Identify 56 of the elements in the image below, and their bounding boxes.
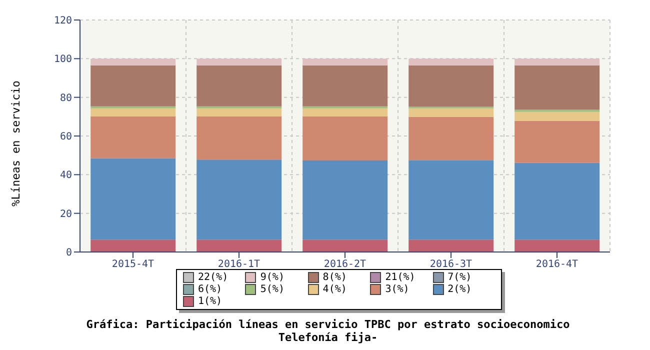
x-tick-label: 2016-2T <box>324 259 366 270</box>
y-tick-label: 20 <box>60 208 72 220</box>
y-axis-title: %Líneas en servicio <box>10 80 22 206</box>
bar <box>408 58 494 66</box>
bar <box>514 162 600 240</box>
bar <box>302 116 388 161</box>
bar <box>514 65 600 110</box>
legend-label: 5(%) <box>260 284 284 295</box>
y-tick-label: 100 <box>54 54 72 66</box>
bar <box>302 58 388 66</box>
bar <box>302 240 388 252</box>
bar <box>90 108 176 116</box>
bar <box>196 58 282 66</box>
bar <box>90 65 176 106</box>
bar <box>408 65 494 107</box>
y-tick-label: 60 <box>60 132 72 143</box>
legend-label: 7(%) <box>448 272 472 283</box>
legend-label: 8(%) <box>322 272 347 283</box>
legend-label: 4(%) <box>322 284 347 295</box>
bar <box>196 65 282 106</box>
legend-label: 9(%) <box>260 272 284 283</box>
x-tick-label: 2016-4T <box>536 259 578 270</box>
bar <box>408 160 494 240</box>
bar <box>514 120 600 163</box>
bar <box>408 240 494 252</box>
legend-label: 21(%) <box>385 272 416 283</box>
legend-label: 6(%) <box>198 284 222 295</box>
x-tick-label: 2016-1T <box>218 259 260 270</box>
bar <box>196 116 282 160</box>
bar <box>196 108 282 116</box>
legend-label: 2(%) <box>448 284 472 295</box>
legend-label: 22(%) <box>198 272 228 283</box>
legend-label: 1(%) <box>198 296 222 307</box>
bar <box>302 160 388 240</box>
bar <box>196 160 282 240</box>
bar <box>302 108 388 116</box>
y-tick-label: 0 <box>66 248 72 259</box>
bar <box>90 240 176 252</box>
bar <box>408 108 494 117</box>
bar <box>514 112 600 121</box>
bar <box>408 116 494 160</box>
bar <box>302 65 388 106</box>
bar <box>196 240 282 252</box>
legend-label: 3(%) <box>385 284 410 295</box>
x-tick-label: 2016-3T <box>430 259 472 270</box>
x-tick-label: 2015-4T <box>112 259 154 270</box>
bar <box>90 158 176 240</box>
bar <box>90 116 176 158</box>
bar <box>90 58 176 66</box>
y-tick-label: 120 <box>54 16 72 27</box>
y-tick-label: 40 <box>60 170 72 182</box>
y-tick-label: 80 <box>60 92 72 104</box>
bar <box>514 58 600 66</box>
text: Telefonía fija- <box>277 331 379 344</box>
text: Gráfica: Participación líneas en servicio TPBC por estrato socioeconomico <box>85 318 571 331</box>
bar <box>514 240 600 252</box>
